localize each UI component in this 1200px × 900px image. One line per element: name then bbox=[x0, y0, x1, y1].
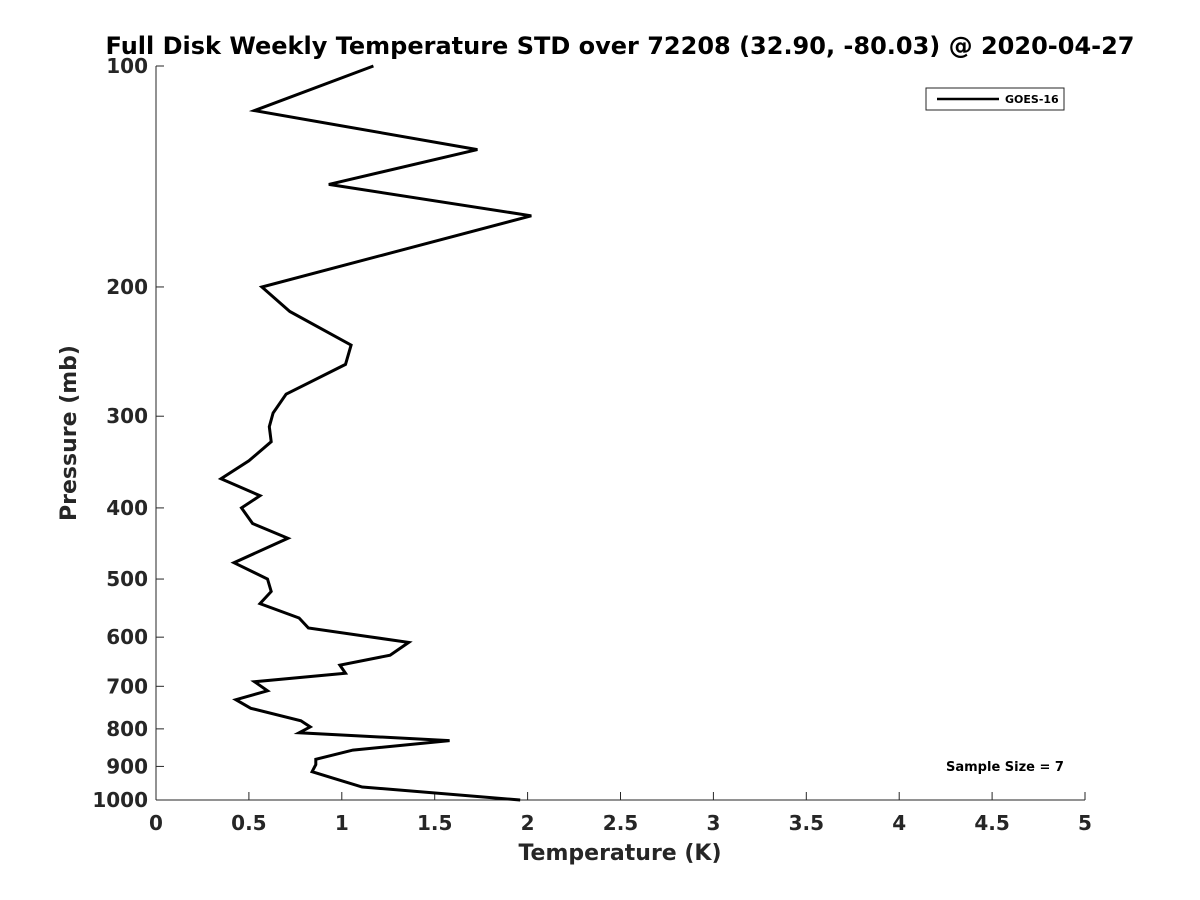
series-point bbox=[312, 771, 313, 772]
x-tick-label: 4 bbox=[892, 811, 906, 835]
y-axis-label: Pressure (mb) bbox=[57, 345, 82, 521]
x-tick-label: 0 bbox=[149, 811, 163, 835]
series-point bbox=[254, 110, 255, 111]
series-point bbox=[408, 642, 409, 643]
series-point bbox=[308, 628, 309, 629]
y-tick-label: 1000 bbox=[92, 788, 148, 812]
series-point bbox=[345, 673, 346, 674]
series-point bbox=[287, 538, 288, 539]
series-point bbox=[315, 759, 316, 760]
series-point bbox=[351, 345, 352, 346]
series-point bbox=[241, 507, 242, 508]
series-point bbox=[477, 149, 478, 150]
x-tick-label: 4.5 bbox=[974, 811, 1009, 835]
y-tick-label: 900 bbox=[106, 754, 148, 778]
series-point bbox=[390, 655, 391, 656]
x-tick-label: 5 bbox=[1078, 811, 1092, 835]
x-tick-label: 3.5 bbox=[789, 811, 824, 835]
series-point bbox=[339, 665, 340, 666]
x-tick-label: 1 bbox=[335, 811, 349, 835]
series-point bbox=[328, 184, 329, 185]
x-tick-label: 0.5 bbox=[231, 811, 266, 835]
series-point bbox=[260, 603, 261, 604]
series-point bbox=[269, 426, 270, 427]
series-point bbox=[310, 726, 311, 727]
series-layer bbox=[217, 64, 532, 802]
y-tick-label: 400 bbox=[106, 496, 148, 520]
series-point bbox=[373, 66, 374, 67]
plot-area: 0 0.5 1 1.5 2 2.5 3 3.5 4 4.5 5 100 200 300 400 500 600… bbox=[92, 54, 1092, 835]
series-line-goes-16 bbox=[217, 64, 532, 802]
series-point bbox=[254, 681, 255, 682]
series-point bbox=[520, 800, 521, 801]
series-point bbox=[271, 591, 272, 592]
x-tick-label: 2 bbox=[521, 811, 535, 835]
series-point bbox=[267, 579, 268, 580]
series-point bbox=[252, 523, 253, 524]
sample-size-note: Sample Size = 7 bbox=[946, 760, 1064, 775]
y-tick-label: 800 bbox=[106, 717, 148, 741]
series-point bbox=[352, 750, 353, 751]
y-ticks: 100 200 300 400 500 600 700 800 900 1000 bbox=[92, 54, 164, 812]
x-tick-label: 2.5 bbox=[603, 811, 638, 835]
x-tick-label: 1.5 bbox=[417, 811, 452, 835]
y-tick-label: 700 bbox=[106, 674, 148, 698]
series-point bbox=[299, 732, 300, 733]
series-point bbox=[261, 286, 262, 287]
legend-label-goes-16: GOES-16 bbox=[1005, 93, 1059, 106]
series-point bbox=[299, 618, 300, 619]
series-point bbox=[289, 311, 290, 312]
chart-title: Full Disk Weekly Temperature STD over 72… bbox=[106, 32, 1135, 60]
series-point bbox=[362, 786, 363, 787]
y-tick-label: 100 bbox=[106, 54, 148, 78]
series-point bbox=[267, 690, 268, 691]
series-point bbox=[315, 764, 316, 765]
series-point bbox=[334, 778, 335, 779]
series-point bbox=[300, 720, 301, 721]
y-tick-label: 200 bbox=[106, 275, 148, 299]
series-point bbox=[286, 394, 287, 395]
y-tick-label: 300 bbox=[106, 404, 148, 428]
series-point bbox=[273, 413, 274, 414]
series-point bbox=[221, 478, 222, 479]
series-point bbox=[250, 708, 251, 709]
series-point bbox=[260, 495, 261, 496]
series-point bbox=[531, 215, 532, 216]
x-tick-label: 3 bbox=[706, 811, 720, 835]
series-point bbox=[248, 460, 249, 461]
y-tick-label: 500 bbox=[106, 567, 148, 591]
y-tick-label: 600 bbox=[106, 625, 148, 649]
x-axis-label: Temperature (K) bbox=[518, 841, 721, 866]
legend: GOES-16 bbox=[925, 87, 1065, 111]
x-ticks: 0 0.5 1 1.5 2 2.5 3 3.5 4 4.5 5 bbox=[149, 792, 1092, 835]
series-point bbox=[449, 740, 450, 741]
series-point bbox=[271, 441, 272, 442]
series-point bbox=[234, 562, 235, 563]
series-point bbox=[345, 364, 346, 365]
series-point bbox=[235, 699, 236, 700]
